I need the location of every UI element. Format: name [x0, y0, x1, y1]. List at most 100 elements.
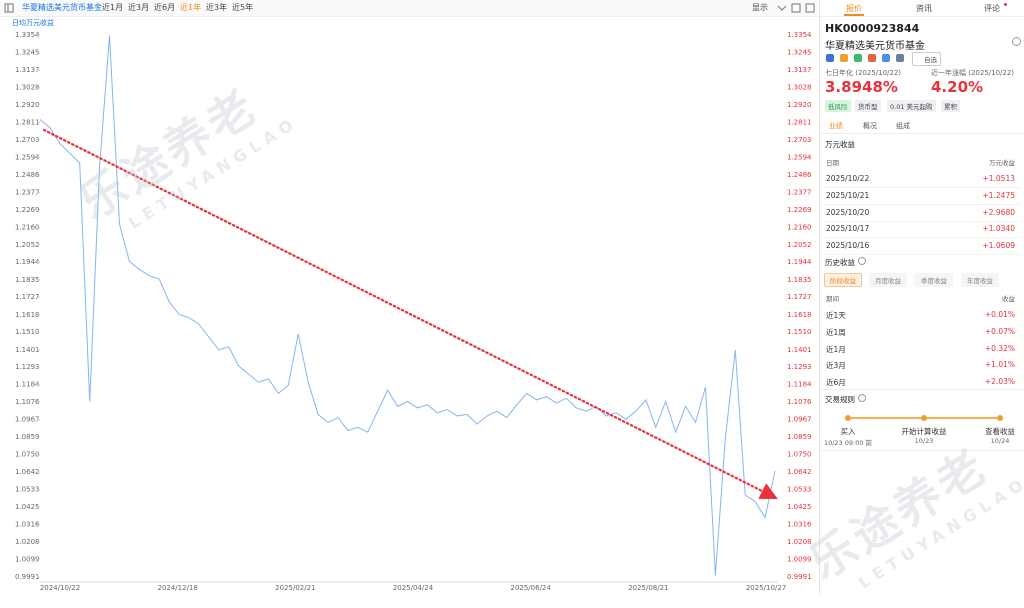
y2-tick-label: 1.3028: [787, 84, 812, 92]
x-tick-label: 2024/12/18: [157, 584, 197, 592]
y-tick-label: 1.2703: [15, 136, 40, 144]
y-tick-label: 1.2160: [15, 223, 40, 231]
line-series: [39, 35, 776, 576]
metric-label: 七日年化 (2025/10/22): [825, 69, 902, 77]
subtab-border: [820, 133, 1024, 134]
x-tick-label: 2025/06/24: [510, 584, 551, 592]
x-tick-label: 2025/08/21: [628, 584, 668, 592]
fullscreen-icon[interactable]: [791, 3, 801, 13]
y2-tick-label: 1.2160: [787, 223, 812, 231]
x-tick-label: 2024/10/22: [40, 584, 80, 592]
y-tick-label: 1.2269: [15, 206, 40, 214]
y2-tick-label: 0.9991: [787, 573, 812, 581]
y-tick-label: 1.0425: [15, 503, 40, 511]
range-button[interactable]: 近6月: [154, 3, 176, 12]
dropdown-icon[interactable]: [777, 5, 787, 11]
y2-tick-label: 1.0967: [787, 416, 812, 424]
income-value: +2.9680: [982, 207, 1015, 217]
income-value: +1.0513: [982, 174, 1015, 183]
y2-tick-label: 1.3354: [787, 31, 812, 39]
income-date: 2025/10/16: [826, 241, 870, 251]
range-button[interactable]: 近3年: [206, 3, 228, 12]
y-tick-label: 1.1293: [15, 363, 40, 371]
y-tick-label: 1.1401: [15, 346, 40, 354]
tab-border: [820, 16, 1024, 17]
badge-icon: [896, 54, 904, 62]
y2-tick-label: 1.0099: [787, 556, 812, 564]
badge-icon: [854, 54, 862, 62]
period-button[interactable]: 年度收益: [961, 273, 999, 287]
y-tick-label: 1.1510: [15, 328, 40, 336]
step-time: 10/23 09:00 前: [823, 439, 873, 447]
section-border: [820, 389, 1024, 390]
metric-value: 3.8948%: [825, 78, 898, 96]
period-button[interactable]: 阶段收益: [824, 273, 862, 287]
display-dropdown[interactable]: 显示: [752, 3, 768, 12]
income-header-value: 万元收益: [989, 159, 1015, 167]
y-tick-label: 1.0750: [15, 451, 40, 459]
y-tick-label: 1.0208: [15, 538, 40, 546]
step-label: 开始计算收益: [901, 427, 947, 436]
timeline-dot: [921, 415, 927, 421]
y-tick-label: 1.0533: [15, 486, 40, 494]
y2-tick-label: 1.1184: [787, 381, 812, 389]
timeline-dot: [997, 415, 1003, 421]
period-button[interactable]: 季度收益: [915, 273, 953, 287]
range-button[interactable]: 近1年: [180, 3, 202, 12]
period-button[interactable]: 月度收益: [869, 273, 907, 287]
settings-icon[interactable]: [1012, 37, 1021, 46]
range-button[interactable]: 近5年: [232, 3, 254, 12]
tab[interactable]: 资讯: [916, 4, 932, 13]
y-tick-label: 1.2920: [15, 101, 40, 109]
info-icon: [858, 394, 866, 402]
income-date: 2025/10/17: [826, 224, 870, 234]
toolbar-bg: [0, 0, 818, 16]
y2-tick-label: 1.1727: [787, 293, 812, 301]
tab[interactable]: 评论: [984, 4, 1000, 13]
y2-tick-label: 1.2920: [787, 101, 812, 109]
badge-icon: [868, 54, 876, 62]
y2-tick-label: 1.0208: [787, 538, 812, 546]
info-icon: [858, 257, 866, 265]
income-value: +1.0609: [982, 241, 1015, 251]
range-button[interactable]: 近1月: [102, 3, 124, 12]
y2-tick-label: 1.2486: [787, 171, 812, 179]
y-tick-label: 1.1944: [15, 258, 40, 266]
y-tick-label: 1.2052: [15, 241, 40, 249]
history-period: 近1周: [826, 327, 846, 337]
badge-icon: [882, 54, 890, 62]
y2-tick-label: 1.0642: [787, 468, 812, 476]
step-time: 10/23: [914, 437, 934, 445]
range-button[interactable]: 近3月: [128, 3, 150, 12]
x-tick-label: 2025/02/21: [275, 584, 315, 592]
tag: 货币型: [855, 100, 881, 112]
metric-label: 近一年涨幅 (2025/10/22): [931, 69, 1015, 77]
y2-tick-label: 1.3137: [787, 66, 812, 74]
badge-icon: [826, 54, 834, 62]
y2-tick-label: 1.0425: [787, 503, 812, 511]
history-period: 近1天: [826, 311, 846, 320]
sidebar-icon[interactable]: [4, 3, 14, 13]
y-tick-label: 1.2811: [15, 119, 40, 127]
trend-arrow: [42, 128, 778, 499]
timeline-dot: [845, 415, 851, 421]
tab[interactable]: 报价: [846, 4, 862, 13]
badge-icon: [840, 54, 848, 62]
subtab[interactable]: 概况: [863, 122, 877, 130]
y-tick-label: 1.1835: [15, 276, 40, 284]
legend-label: 日均万元收益: [12, 18, 54, 27]
history-value: +0.07%: [984, 326, 1015, 336]
subtab[interactable]: 组成: [896, 122, 910, 130]
section-border: [820, 450, 1024, 451]
y2-tick-label: 1.2269: [787, 206, 812, 214]
panel-icon[interactable]: [805, 3, 815, 13]
y2-tick-label: 1.2377: [787, 188, 812, 196]
y2-tick-label: 1.1944: [787, 258, 812, 266]
subtab[interactable]: 业绩: [829, 122, 843, 130]
y-tick-label: 1.0642: [15, 468, 40, 476]
watch-button[interactable]: 自选: [912, 52, 941, 66]
fund-name: 华夏精选美元货币基金: [825, 41, 925, 52]
y-tick-label: 0.9991: [15, 573, 40, 581]
y2-tick-label: 1.0859: [787, 433, 812, 441]
history-period: 近3月: [826, 361, 846, 371]
